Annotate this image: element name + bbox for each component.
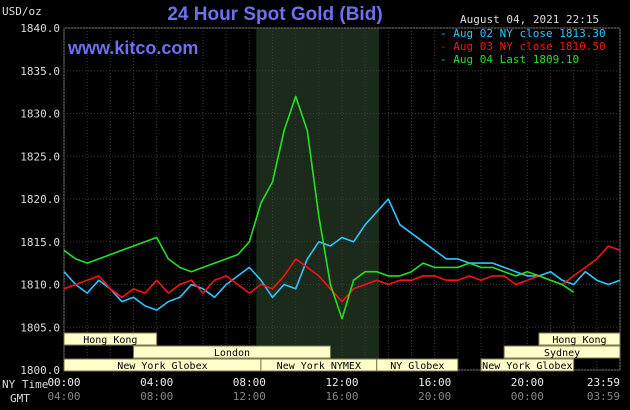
x-tick-label-ny: 08:00 (233, 376, 266, 389)
price-series (63, 95, 621, 320)
legend: - Aug 02 NY close 1813.30 - Aug 03 NY cl… (440, 27, 606, 66)
x-tick-label-gmt: 20:00 (418, 390, 451, 403)
y-tick-label: 1815.0 (20, 236, 60, 249)
x-tick-label-ny: 04:00 (140, 376, 173, 389)
chart-datetime: August 04, 2021 22:15 (460, 13, 600, 26)
x-tick-label-gmt: 00:00 (511, 390, 544, 403)
y-tick-label: 1840.0 (20, 22, 60, 35)
legend-label-aug03: Aug 03 NY close 1810.50 (453, 40, 606, 53)
session-bar (133, 345, 331, 359)
session-label: NY Globex (390, 361, 444, 372)
chart-grid (63, 27, 621, 371)
x-tick-label-gmt: 12:00 (233, 390, 266, 403)
session-label: London (214, 348, 250, 359)
x-tick-label-gmt: 16:00 (325, 390, 358, 403)
gmt-label: GMT (10, 392, 30, 405)
session-label: New York NYMEX (277, 361, 361, 372)
session-label: Hong Kong (83, 335, 137, 346)
legend-item-aug04: - Aug 04 Last 1809.10 (440, 53, 580, 66)
series-line-2 (63, 95, 575, 320)
y-tick-label: 1830.0 (20, 108, 60, 121)
series-line-1 (63, 245, 621, 303)
session-bar (376, 358, 459, 372)
x-tick-label-ny: 12:00 (325, 376, 358, 389)
session-label: Sydney (544, 348, 580, 359)
x-tick-label-gmt: 03:59 (587, 390, 620, 403)
y-tick-label: 1810.0 (20, 279, 60, 292)
session-bar (63, 332, 158, 346)
x-tick-label-ny: 00:00 (47, 376, 80, 389)
legend-label-aug04: Aug 04 Last 1809.10 (453, 53, 580, 66)
market-sessions: Hong Kong London New York Globex New York N… (63, 332, 621, 372)
y-axis-ticks: 1800.0 1805.0 1810.0 1815.0 1820.0 1825.0 1830… (20, 22, 60, 377)
y-tick-label: 1820.0 (20, 193, 60, 206)
legend-label-aug02: Aug 02 NY close 1813.30 (453, 27, 606, 40)
y-tick-label: 1800.0 (20, 364, 60, 377)
x-tick-label-ny: 16:00 (418, 376, 451, 389)
y-tick-label: 1835.0 (20, 65, 60, 78)
ny-time-label: NY Time (2, 378, 49, 391)
session-bar (538, 332, 621, 346)
chart-title: 24 Hour Spot Gold (Bid) (167, 4, 383, 25)
x-axis-ticks: 00:00 04:00 08:00 12:00 16:00 20:00 23:5904:00… (47, 376, 620, 403)
session-label: New York Globex (117, 361, 207, 372)
session-bar (503, 345, 621, 359)
legend-item-aug02: - Aug 02 NY close 1813.30 (440, 27, 606, 40)
site-url: www.kitco.com (68, 38, 199, 58)
x-tick-label-ny: 23:59 (587, 376, 620, 389)
session-bar (480, 358, 575, 372)
y-tick-label: 1805.0 (20, 321, 60, 334)
x-tick-label-gmt: 08:00 (140, 390, 173, 403)
unit-label: USD/oz (2, 5, 42, 18)
x-tick-label-gmt: 04:00 (47, 390, 80, 403)
session-label: Hong Kong (552, 335, 606, 346)
legend-item-aug03: - Aug 03 NY close 1810.50 (440, 40, 606, 53)
session-label: New York Globex (482, 361, 572, 372)
y-tick-label: 1825.0 (20, 150, 60, 163)
x-tick-label-ny: 20:00 (511, 376, 544, 389)
series-line-0 (63, 198, 621, 311)
